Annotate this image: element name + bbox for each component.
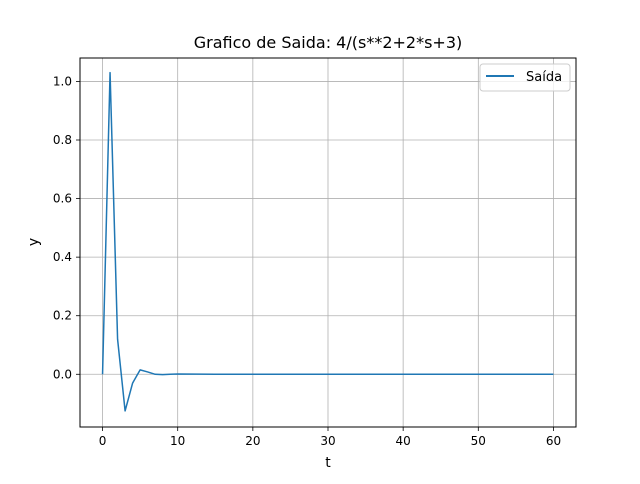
y-tick-label: 1.0	[53, 74, 72, 88]
y-tick-label: 0.0	[53, 367, 72, 381]
ticks-layer: 0 10 20 30 40 50 60 0.0 0.2 0.4 0.6 0.8 1.0	[53, 74, 561, 448]
x-tick-label: 60	[546, 434, 561, 448]
x-tick-label: 20	[245, 434, 260, 448]
legend-box	[479, 63, 571, 92]
x-axis-label: t	[325, 455, 331, 471]
y-axis-label: y	[26, 238, 42, 246]
y-tick-label: 0.2	[53, 309, 72, 323]
x-tick-label: 30	[320, 434, 335, 448]
x-tick-label: 0	[99, 434, 107, 448]
legend-label-saida: Saída	[526, 70, 562, 85]
legend: Saída	[479, 63, 571, 92]
y-tick-label: 0.6	[53, 192, 72, 206]
chart-title: Grafico de Saida: 4/(s**2+2*s+3)	[194, 33, 463, 52]
y-tick-label: 0.8	[53, 133, 72, 147]
x-tick-label: 10	[170, 434, 185, 448]
y-tick-label: 0.4	[53, 250, 72, 264]
series-line-saida	[101, 71, 554, 412]
plot-layer	[101, 71, 554, 412]
x-tick-label: 40	[396, 434, 411, 448]
x-tick-label: 50	[471, 434, 486, 448]
